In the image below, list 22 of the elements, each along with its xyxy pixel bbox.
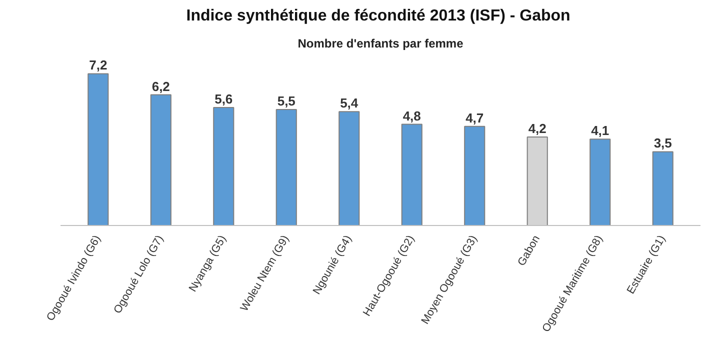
bar — [338, 111, 360, 226]
bar — [464, 126, 486, 226]
bar — [276, 109, 297, 226]
bar — [213, 106, 234, 226]
bar — [590, 138, 611, 226]
data-label: 5,4 — [340, 96, 359, 111]
data-label: 4,7 — [466, 110, 484, 126]
data-label: 4,1 — [591, 123, 610, 138]
bar — [526, 136, 548, 226]
data-label: 3,5 — [654, 136, 672, 151]
data-label: 5,5 — [277, 94, 296, 109]
chart-title: Indice synthétique de fécondité 2013 (ISF) - Gabon — [186, 8, 570, 24]
data-label: 4,8 — [402, 108, 421, 124]
data-label: 7,2 — [89, 58, 108, 73]
bar — [150, 94, 172, 226]
data-label: 6,2 — [152, 78, 170, 94]
data-label: 4,2 — [528, 120, 546, 136]
data-label: 5,6 — [214, 91, 233, 106]
bar — [88, 73, 109, 226]
bar — [401, 124, 422, 226]
bar — [652, 151, 674, 226]
chart-subtitle: Nombre d'enfants par femme — [298, 36, 464, 50]
